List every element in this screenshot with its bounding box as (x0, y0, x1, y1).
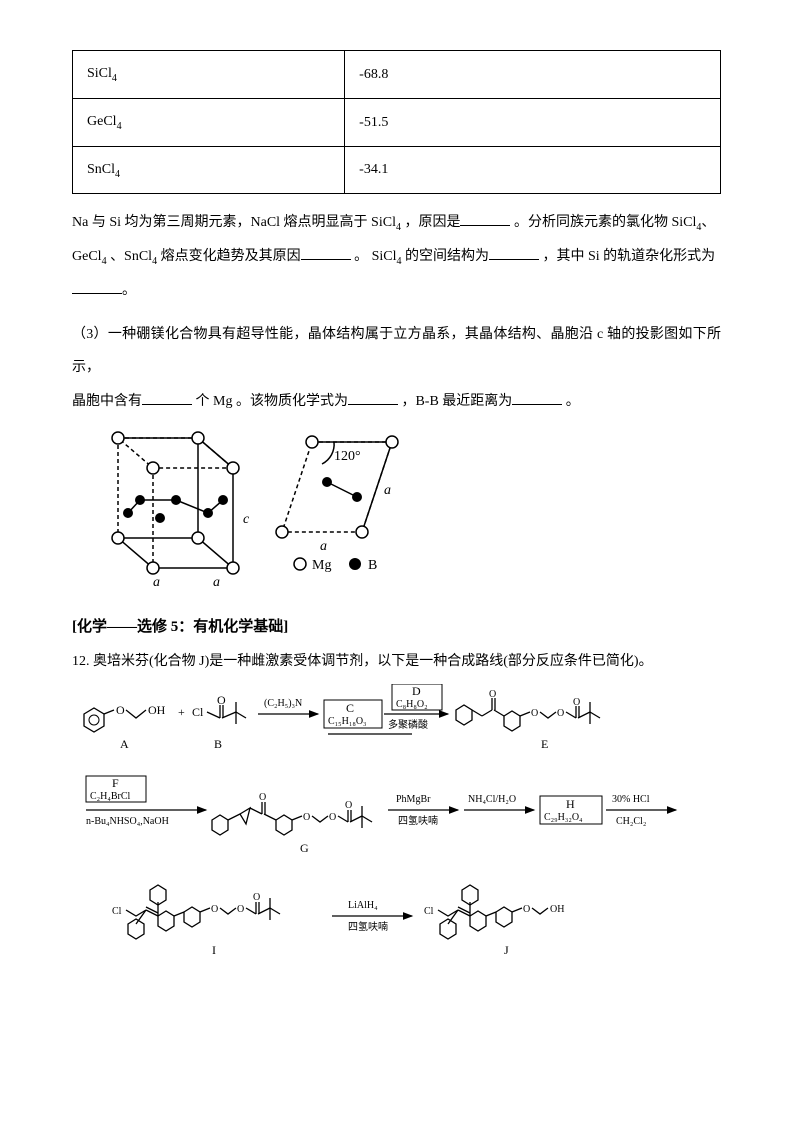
svg-text:OH: OH (148, 703, 166, 717)
svg-text:a: a (153, 575, 160, 590)
cell: GeCl4 (73, 98, 345, 146)
text: ，原因是 (404, 215, 460, 230)
crystal-diagram: .edge { stroke:#000; stroke-width:1.5; f… (72, 424, 721, 603)
text: ，其中 Si 的轨道杂化形式为 (542, 249, 715, 264)
answer-blank (142, 390, 192, 405)
svg-text:CH₂Cl₂: CH₂Cl₂ (616, 816, 646, 827)
svg-text:C₈H₈O₂: C₈H₈O₂ (396, 699, 428, 710)
svg-text:OH: OH (550, 904, 564, 915)
svg-text:O: O (531, 708, 538, 719)
svg-text:E: E (541, 737, 548, 751)
text: 的空间结构为 (405, 249, 489, 264)
answer-blank (512, 390, 562, 405)
svg-text:a: a (213, 575, 220, 590)
svg-text:C: C (346, 701, 354, 715)
text: 熔点变化趋势及其原因 (161, 249, 301, 264)
cell: -34.1 (345, 146, 721, 194)
svg-text:四氢呋喃: 四氢呋喃 (398, 814, 438, 827)
cell: SiCl4 (73, 51, 345, 99)
svg-text:c: c (243, 512, 250, 527)
svg-text:H: H (566, 797, 575, 811)
svg-text:PhMgBr: PhMgBr (396, 794, 431, 805)
svg-text:O: O (253, 892, 260, 903)
svg-text:O: O (259, 792, 266, 803)
cell: -51.5 (345, 98, 721, 146)
svg-text:B: B (368, 558, 377, 573)
table-row: SiCl4 -68.8 (73, 51, 721, 99)
question-text-2: （3）一种硼镁化合物具有超导性能，晶体结构属于立方晶系，其晶体结构、晶胞沿 c … (72, 318, 721, 419)
question-text-1: Na 与 Si 均为第三周期元素，NaCl 熔点明显高于 SiCl4 ，原因是 … (72, 206, 721, 307)
text: 、 (701, 215, 715, 230)
text: 晶胞中含有 (72, 394, 142, 409)
svg-text:C₂H₄BrCl: C₂H₄BrCl (90, 791, 131, 802)
svg-text:O: O (211, 904, 218, 915)
svg-text:J: J (504, 943, 509, 957)
answer-blank (460, 211, 510, 226)
svg-text:B: B (214, 737, 222, 751)
section-heading: [化学——选修 5：有机化学基础] (72, 614, 721, 641)
answer-blank (72, 279, 122, 294)
svg-text:O: O (523, 904, 530, 915)
answer-blank (348, 390, 398, 405)
svg-text:30% HCl: 30% HCl (612, 794, 650, 805)
svg-text:Cl: Cl (192, 705, 204, 719)
svg-text:+: + (178, 705, 185, 719)
svg-text:a: a (320, 539, 327, 554)
svg-text:D: D (412, 684, 421, 698)
svg-text:a: a (384, 483, 391, 498)
svg-text:NH₄Cl/H₂O: NH₄Cl/H₂O (468, 794, 516, 805)
svg-text:O: O (237, 904, 244, 915)
svg-text:O: O (217, 693, 226, 707)
text: 、SnCl (110, 249, 152, 264)
svg-text:O: O (329, 812, 336, 823)
text: Na 与 Si 均为第三周期元素，NaCl 熔点明显高于 SiCl (72, 215, 396, 230)
svg-text:F: F (112, 776, 119, 790)
answer-blank (301, 245, 351, 260)
svg-text:n-Bu₄NHSO₄,NaOH: n-Bu₄NHSO₄,NaOH (86, 816, 169, 827)
cell: -68.8 (345, 51, 721, 99)
text: 个 Mg 。该物质化学式为 (196, 394, 348, 409)
reaction-scheme: .bn { stroke:#000; stroke-width:1.3; fil… (72, 684, 721, 1023)
crystal-svg: .edge { stroke:#000; stroke-width:1.5; f… (72, 424, 432, 594)
svg-text:四氢呋喃: 四氢呋喃 (348, 920, 388, 933)
svg-text:C₂₉H₃₂O₄: C₂₉H₃₂O₄ (544, 812, 583, 823)
text: 。 (566, 394, 580, 409)
svg-text:O: O (573, 697, 580, 708)
table-row: SnCl4 -34.1 (73, 146, 721, 194)
svg-text:LiAlH₄: LiAlH₄ (348, 900, 378, 911)
text: ，B-B 最近距离为 (401, 394, 512, 409)
svg-text:Cl: Cl (112, 906, 122, 917)
svg-text:Cl: Cl (424, 906, 434, 917)
text: 。分析同族元素的氯化物 SiCl (514, 215, 696, 230)
table-row: GeCl4 -51.5 (73, 98, 721, 146)
question-12: 12. 奥培米芬(化合物 J)是一种雌激素受体调节剂，以下是一种合成路线(部分反… (72, 645, 721, 679)
text: （3）一种硼镁化合物具有超导性能，晶体结构属于立方晶系，其晶体结构、晶胞沿 c … (72, 327, 721, 376)
melting-point-table: SiCl4 -68.8 GeCl4 -51.5 SnCl4 -34.1 (72, 50, 721, 194)
svg-text:O: O (116, 703, 125, 717)
svg-text:(C₂H₅)₃N: (C₂H₅)₃N (264, 698, 302, 709)
svg-text:A: A (120, 737, 129, 751)
scheme-svg: .bn { stroke:#000; stroke-width:1.3; fil… (72, 684, 712, 1014)
svg-text:120°: 120° (334, 449, 361, 464)
cell: SnCl4 (73, 146, 345, 194)
svg-text:G: G (300, 841, 309, 855)
text: 。 SiCl (354, 249, 396, 264)
svg-text:O: O (345, 800, 352, 811)
svg-text:I: I (212, 943, 216, 957)
svg-text:O: O (489, 689, 496, 700)
svg-text:C₁₅H₁₈O₃: C₁₅H₁₈O₃ (328, 716, 367, 727)
answer-blank (489, 245, 539, 260)
svg-text:O: O (557, 708, 564, 719)
svg-text:多聚磷酸: 多聚磷酸 (388, 718, 428, 731)
svg-text:Mg: Mg (312, 558, 331, 573)
svg-text:O: O (303, 812, 310, 823)
text: GeCl (72, 249, 102, 264)
text: 。 (122, 283, 136, 298)
